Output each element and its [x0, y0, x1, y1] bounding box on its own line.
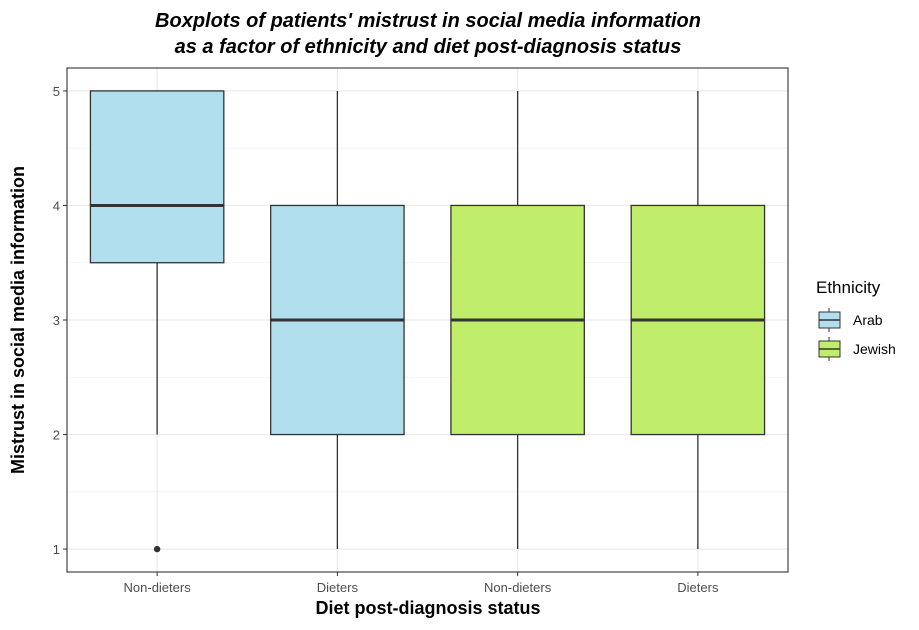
legend-label: Jewish	[853, 341, 896, 357]
outlier-point	[153, 545, 161, 553]
x-tick-label: Dieters	[317, 580, 359, 595]
legend: Ethnicity Arab Jewish	[816, 278, 896, 361]
panel-border	[66, 67, 789, 573]
x-axis-label: Diet post-diagnosis status	[315, 598, 540, 618]
y-tick-label: 2	[53, 428, 60, 443]
y-tick-label: 4	[53, 198, 60, 213]
y-axis-label: Mistrust in social media information	[8, 166, 28, 474]
x-tick-label: Non-dieters	[484, 580, 552, 595]
chart-title-line2: as a factor of ethnicity and diet post-d…	[175, 36, 682, 58]
legend-label: Arab	[853, 312, 883, 328]
legend-title: Ethnicity	[816, 278, 881, 297]
y-tick-label: 1	[53, 542, 60, 557]
box-arab	[89, 90, 225, 264]
x-tick-label: Non-dieters	[124, 580, 192, 595]
y-tick-label: 3	[53, 313, 60, 328]
chart-title: Boxplots of patients' mistrust in social…	[155, 10, 701, 32]
x-tick-label: Dieters	[677, 580, 719, 595]
y-tick-label: 5	[53, 84, 60, 99]
